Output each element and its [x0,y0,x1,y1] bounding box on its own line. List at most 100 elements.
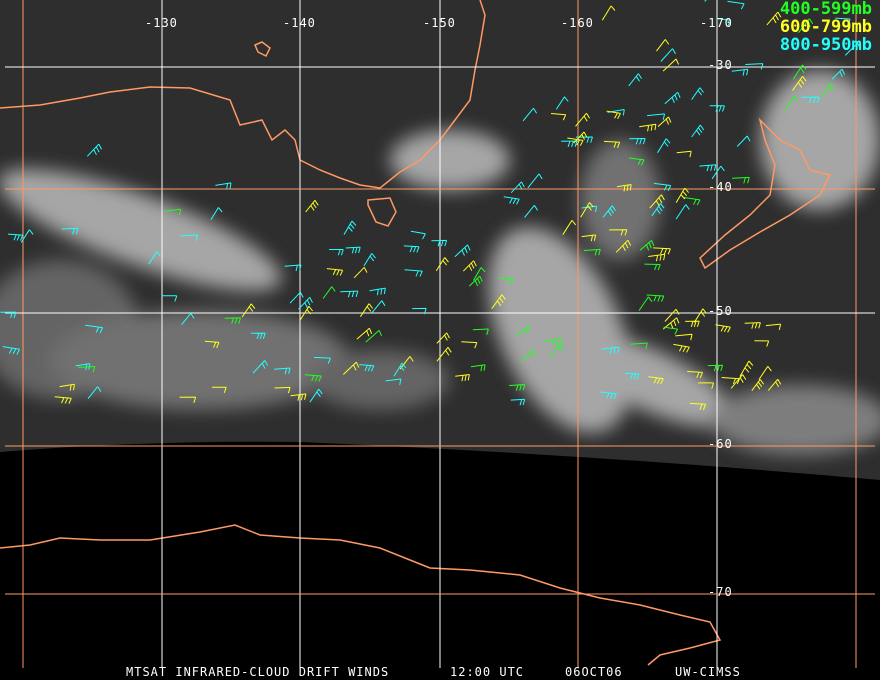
wind-barb [2,346,21,355]
wind-barb [575,112,591,127]
wind-barb [662,317,680,330]
wind-barb [689,402,707,411]
wind-barb [698,382,715,389]
wind-barb [544,338,562,346]
wind-barb [567,137,584,146]
legend-400-599: 400-599mb [779,0,872,19]
wind-barb [691,124,705,138]
wind-barb [664,91,681,105]
coastline-antarctica [0,524,722,666]
wind-barb [649,194,665,209]
wind-barb [727,0,745,10]
wind-barb [470,364,486,372]
wind-barb [606,110,621,119]
wind-barb [630,342,648,349]
wind-barb [274,367,291,375]
wind-barb [758,366,772,380]
wind-barb [673,343,690,353]
wind-barb [609,229,628,236]
wind-barb [653,182,672,192]
wind-barb [365,329,382,343]
wind-barb [473,267,486,281]
wind-barb [648,253,666,262]
wind-barb [660,48,676,62]
wind-barb [736,135,751,147]
wind-barb [455,374,470,382]
wind-barb [250,332,266,340]
wind-barb [798,18,814,34]
wind-barb [699,164,717,172]
wind-barb [766,11,782,26]
footer-source: UW-CIMSS [675,665,741,679]
wind-barb [721,377,740,385]
wind-barb [602,205,616,218]
wind-barb [385,378,402,385]
wind-barb [573,131,588,144]
wind-barb [78,366,96,373]
wind-barb [685,320,700,328]
wind-barb [657,138,671,154]
wind-barb [211,386,227,394]
wind-barb [515,325,531,338]
wind-barb [831,68,846,80]
wind-barb [509,384,526,391]
wind-barb [322,286,336,299]
wind-barb [731,68,749,76]
wind-barb [510,398,526,406]
wind-barb [412,307,427,315]
wind-barb [164,208,182,216]
wind-barb [20,229,34,243]
wind-barb [656,39,670,52]
lon-label-140: -140 [283,16,316,30]
wind-barb [732,176,750,184]
lon-label-160: -160 [561,16,594,30]
wind-barb [252,360,269,374]
wind-barb [274,386,291,394]
lon-label-150: -150 [423,16,456,30]
wind-barb [520,349,537,363]
wind-barb [363,253,376,267]
wind-barb [639,240,655,251]
wind-barb [581,234,597,242]
wind-barb [326,268,344,276]
wind-barb [304,374,322,382]
footer-date: 06OCT06 [565,665,623,679]
wind-barb [628,73,643,87]
wind-barb [676,150,692,158]
wind-barb [180,234,199,241]
wind-barb [472,328,489,335]
wind-barb [461,341,478,349]
wind-barb [744,322,761,329]
wind-barb [583,248,601,256]
lon-label-130: -130 [145,16,178,30]
wind-barb [657,116,672,127]
wind-barb [639,123,657,132]
wind-barb [675,187,689,203]
wind-barb [241,303,256,318]
wind-barb [290,393,307,401]
wind-barb [498,277,514,285]
wind-barb [431,239,448,247]
wind-barb [821,82,835,98]
wind-barb [844,42,861,56]
wind-barb [86,143,103,157]
wind-barb [675,333,693,341]
wind-barb [653,247,671,255]
wind-barb [739,360,754,377]
wind-barb [54,396,72,404]
wind-barb [628,157,645,166]
wind-barb [687,371,703,379]
wind-barb [561,140,578,147]
wind-barb [801,96,820,103]
wind-barb [616,184,632,192]
wind-barb [663,326,679,335]
wind-barb [491,294,506,309]
wind-barb [298,297,313,310]
wind-barb [693,308,707,323]
wind-barb [527,173,543,189]
wind-barb [371,300,386,314]
lat-label-60: -60 [708,437,733,451]
wind-barb [601,346,620,355]
wind-barb [524,204,539,218]
wind-barb [629,138,646,145]
